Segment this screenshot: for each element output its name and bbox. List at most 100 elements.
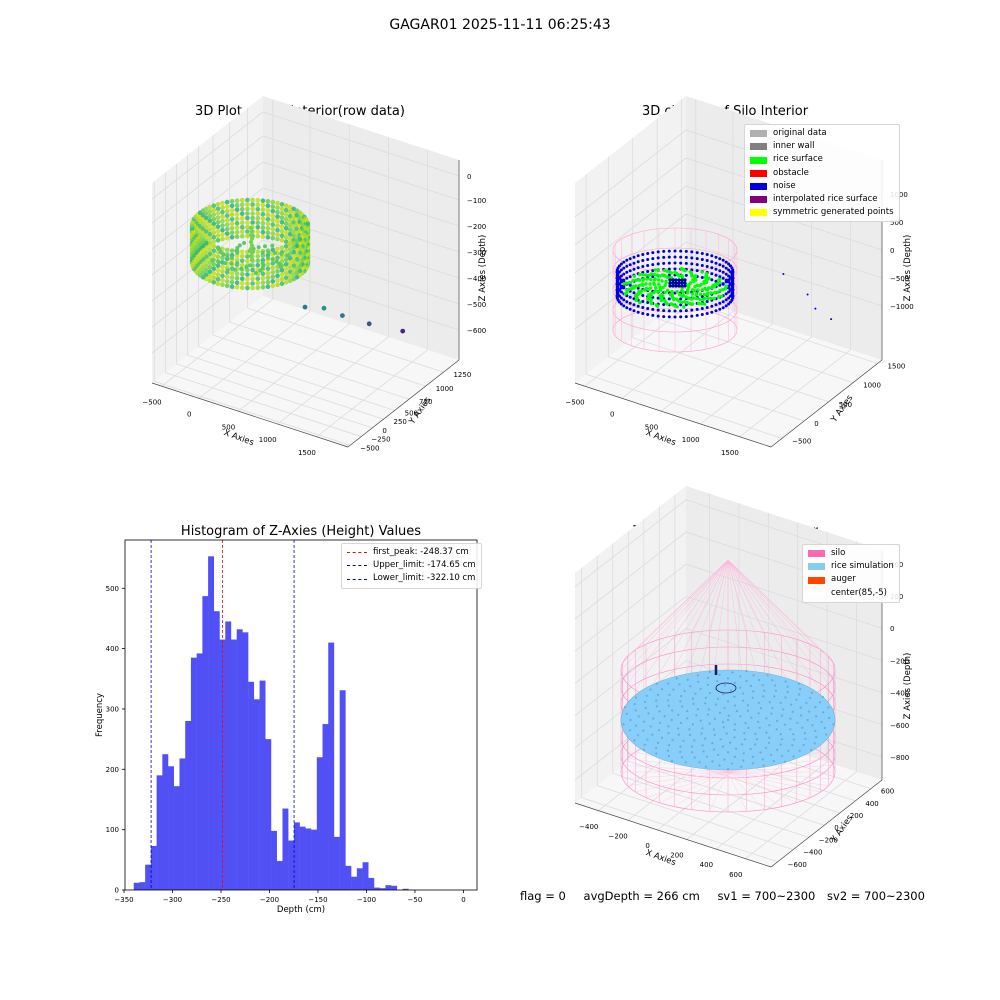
p4-rice-point	[823, 726, 826, 730]
p1-grid-x	[237, 323, 350, 412]
p3-xtick-label: −350	[114, 896, 133, 904]
p1-data-point	[239, 215, 245, 221]
histogram-bar	[236, 629, 243, 890]
p4-rice-point	[827, 706, 830, 709]
p4-rice-point	[803, 732, 806, 735]
p1-data-point	[207, 242, 213, 248]
p4-ytick: −400	[803, 849, 822, 857]
p2-noise-point	[721, 306, 725, 310]
p1-data-point	[283, 275, 289, 281]
p4-rice-point	[784, 680, 787, 683]
p2-noise-point	[718, 257, 722, 261]
p1-data-point	[270, 279, 276, 284]
p4-rice-point	[663, 715, 666, 718]
p4-rice-point	[647, 712, 650, 715]
p2-rice-point	[690, 292, 694, 296]
p1-data-point	[207, 227, 213, 232]
p1-xtick: 1000	[259, 436, 277, 444]
p4-rice-point	[774, 684, 777, 687]
p3-ytick-label: 0	[115, 887, 119, 895]
p2-rice-point	[703, 275, 708, 279]
legend-label: auger	[831, 574, 856, 585]
p4-rice-point	[633, 703, 636, 706]
sv2-text: sv2 = 700~2300	[827, 889, 925, 903]
p2-rice-point	[663, 298, 667, 303]
p1-data-point	[279, 251, 284, 256]
p2-noise-point	[628, 307, 632, 311]
p4-rice-point	[739, 715, 742, 718]
p4-rice-point	[667, 754, 671, 757]
p2-rice-point	[695, 283, 700, 287]
p4-rice-point	[723, 758, 726, 761]
p1-data-point	[215, 215, 221, 221]
histogram-bar	[305, 828, 312, 890]
p1-data-point	[215, 229, 221, 234]
p4-simulation	[620, 559, 836, 813]
p1-data-point	[250, 211, 255, 216]
histogram-bar	[299, 826, 306, 890]
p1-data-point	[265, 275, 271, 281]
p4-rice-point	[657, 729, 661, 732]
p2-noise-point	[674, 281, 678, 285]
legend-entry: Lower_limit: -322.10 cm	[347, 572, 476, 585]
p2-rice-point	[647, 273, 651, 277]
p4-rice-point	[767, 741, 770, 744]
p1-data-point	[255, 206, 261, 212]
p1-data-point	[204, 220, 209, 225]
p4-rice-point	[690, 745, 693, 748]
legend-swatch	[750, 196, 767, 204]
p1-data-point	[287, 242, 293, 248]
p4-ztick: −600	[890, 722, 909, 730]
p4-rice-point	[704, 696, 707, 699]
p2-rice-point	[695, 297, 699, 301]
p1-data-point	[283, 212, 289, 217]
legend-label: rice simulation	[831, 561, 894, 572]
p2-rice-point	[644, 273, 648, 277]
p2-rice-point	[645, 277, 649, 281]
histogram-bar	[402, 888, 409, 890]
p1-data-point	[255, 253, 261, 259]
p1-grid-y	[247, 307, 444, 373]
p4-silo-floor-line	[709, 771, 729, 812]
p2-noise-point	[714, 261, 718, 265]
p4-rice-point	[680, 695, 683, 698]
p2-noise-point	[700, 258, 704, 261]
p4-rice-point	[742, 692, 745, 695]
p2-rice-point	[656, 268, 660, 273]
p2-grid-x	[700, 336, 812, 425]
p2-grid-x	[660, 323, 773, 412]
p1-ztick: −300	[467, 249, 486, 257]
p1-data-point	[234, 229, 240, 235]
p4-rice-point	[723, 707, 726, 710]
p2-noise-point	[710, 278, 714, 282]
p1-outlier-point	[400, 328, 406, 334]
p4-rice-point	[672, 688, 675, 691]
p1-ytick: 1250	[453, 371, 471, 379]
p1-data-point	[235, 261, 240, 266]
p2-x-axis	[574, 382, 772, 448]
p4-rice-point	[703, 737, 707, 740]
histogram-bar	[311, 829, 317, 890]
p2-rice-point	[649, 277, 653, 282]
p2-rice-point	[622, 282, 626, 286]
p2-noise-point	[622, 298, 626, 302]
p4-rice-point	[832, 723, 835, 726]
p1-data-point	[260, 229, 266, 235]
p1-data-point	[287, 236, 293, 241]
p1-data-point	[255, 281, 261, 286]
p4-rice-point	[681, 705, 684, 708]
p4-rice-point	[729, 689, 732, 692]
legend-swatch	[750, 169, 767, 177]
p4-xtick: 200	[670, 852, 683, 860]
p1-data-point	[248, 263, 252, 268]
p1-data-point	[283, 262, 289, 267]
p1-data-point	[255, 285, 261, 291]
p4-silo-roof-line	[727, 559, 782, 636]
p4-rice-point	[691, 751, 694, 754]
p4-rice-point	[711, 760, 714, 763]
p4-silo-roof-line	[622, 559, 729, 678]
p1-data-point	[216, 260, 221, 265]
p1-data-point	[207, 218, 213, 223]
p2-noise-point	[731, 280, 735, 284]
p4-silo-roof-line	[727, 559, 797, 701]
